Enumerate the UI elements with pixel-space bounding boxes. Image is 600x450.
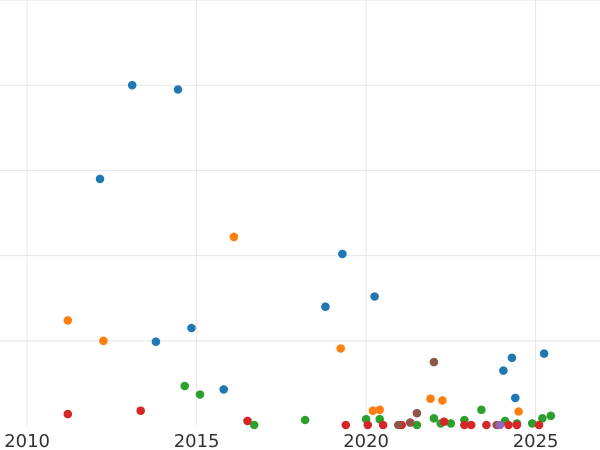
data-point [127, 80, 137, 90]
data-point [363, 420, 373, 430]
x-axis-ticks: 2010 2015 2020 2025 [4, 431, 558, 450]
data-point [336, 344, 346, 353]
data-point [187, 323, 196, 333]
data-point [512, 420, 522, 430]
x-tick-label: 2010 [4, 431, 50, 450]
data-point [546, 411, 556, 421]
data-point [507, 353, 517, 363]
data-point [482, 420, 491, 430]
data-point [504, 420, 513, 430]
data-point [321, 302, 330, 312]
data-point [511, 393, 520, 403]
data-point [151, 337, 161, 347]
data-point [477, 405, 486, 415]
data-point [95, 174, 105, 184]
grid-layer [0, 0, 600, 426]
data-point [370, 292, 379, 301]
data-point [338, 249, 347, 259]
x-tick-label: 2020 [343, 431, 389, 450]
data-point [378, 420, 388, 430]
points-layer [63, 80, 556, 430]
data-point [63, 316, 73, 325]
data-point [243, 416, 252, 426]
data-point [412, 420, 422, 430]
data-point [539, 349, 549, 358]
data-point [173, 85, 183, 94]
data-point [63, 409, 73, 419]
data-point [394, 420, 403, 430]
data-point [429, 357, 439, 367]
data-point [405, 418, 415, 427]
x-tick-label: 2015 [174, 431, 220, 450]
data-point [538, 414, 547, 423]
data-point [460, 420, 469, 430]
data-point [439, 417, 449, 427]
data-point [495, 420, 505, 430]
data-point [429, 414, 439, 423]
data-point [136, 406, 145, 416]
data-point [438, 396, 447, 405]
data-point [249, 420, 259, 430]
data-point [219, 385, 228, 394]
data-point [229, 232, 239, 242]
data-point [514, 407, 523, 416]
data-point [446, 419, 456, 428]
data-point [300, 415, 310, 425]
data-point [499, 366, 508, 375]
data-point [466, 420, 476, 430]
data-point [527, 419, 537, 428]
data-point [341, 420, 351, 430]
data-point [368, 406, 378, 416]
data-point [99, 336, 108, 346]
data-point [375, 405, 385, 415]
data-point [426, 394, 435, 404]
data-point [534, 420, 544, 430]
data-point [180, 381, 189, 391]
x-tick-label: 2025 [513, 431, 559, 450]
data-point [412, 408, 422, 418]
data-point [195, 390, 205, 399]
